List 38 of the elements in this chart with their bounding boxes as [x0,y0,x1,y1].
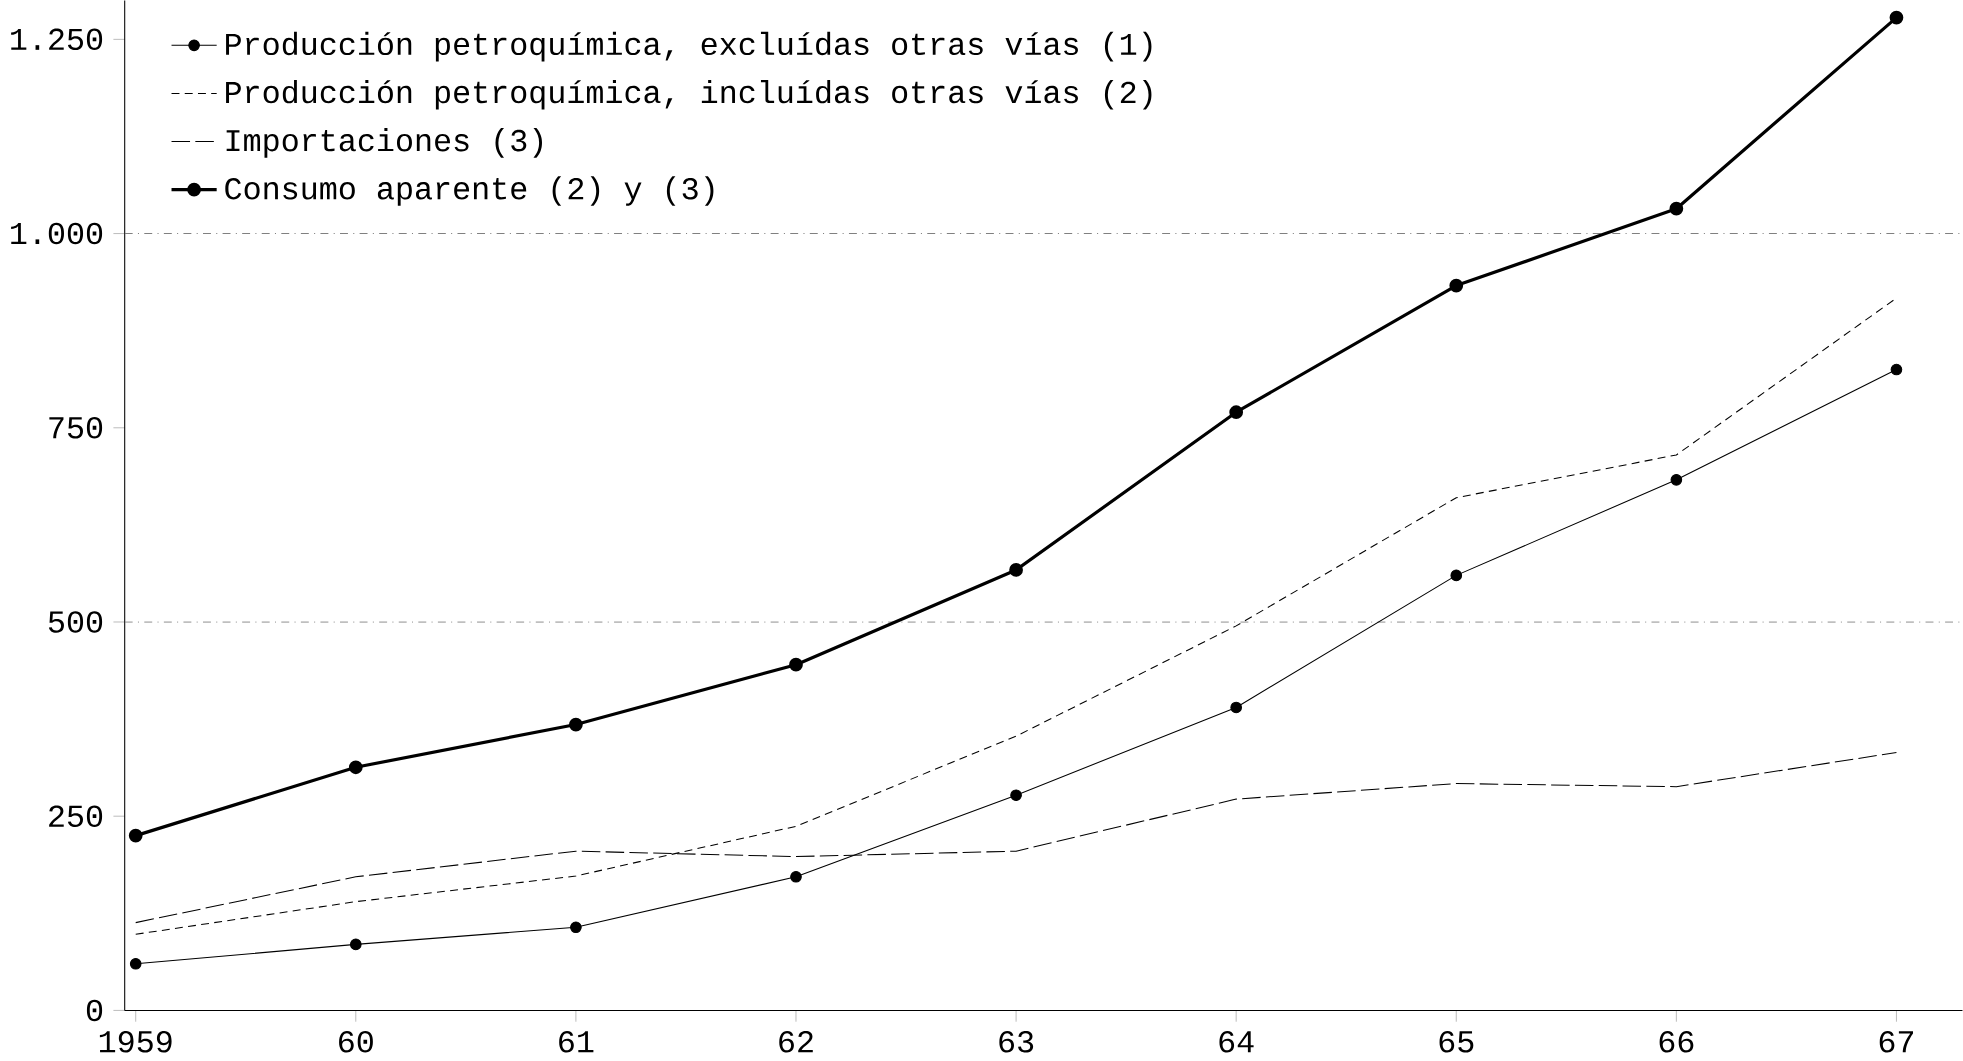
point [348,760,363,774]
point [789,657,803,672]
point [790,870,802,883]
x-tick-label: 65 [1439,1030,1474,1053]
point [1230,701,1242,714]
y-tick-label: 750 [49,416,103,439]
x-tick-label: 1959 [99,1030,172,1053]
point [128,828,143,843]
point [1449,278,1464,293]
legend-label: Consumo aparente (2) y (3) [225,176,714,206]
x-tick-label: 60 [339,1030,373,1053]
y-tick-label: 1.000 [11,222,103,245]
point [129,957,142,970]
legend-label: Producción petroquímica, excluídas otras vías (1) [226,31,1152,62]
x-tick-label: 64 [1219,1030,1254,1053]
y-tick-label: 250 [49,805,103,827]
x-tick-label: 66 [1659,1030,1694,1053]
y-tick-label: 1.250 [11,28,103,50]
line-series [135,297,1897,935]
x-tick-label: 62 [779,1030,813,1053]
point [1889,10,1904,25]
point [570,921,582,933]
legend-label: Importaciones (3) [226,127,542,158]
point [569,717,583,732]
point [1669,201,1684,216]
y-tick-label: 0 [86,999,103,1021]
x-tick-label: 63 [999,1030,1034,1053]
x-tick-label: 61 [559,1030,594,1053]
point [1010,789,1022,801]
point [349,938,362,950]
x-tick-label: 67 [1879,1030,1913,1053]
point [1450,569,1463,581]
point [1890,363,1903,376]
point [1009,562,1023,577]
y-tick-label: 500 [48,611,103,633]
point [1229,405,1244,419]
legend-label: Producción petroquímica, incluídas otras vías (2) [226,79,1152,110]
point [1670,473,1683,486]
